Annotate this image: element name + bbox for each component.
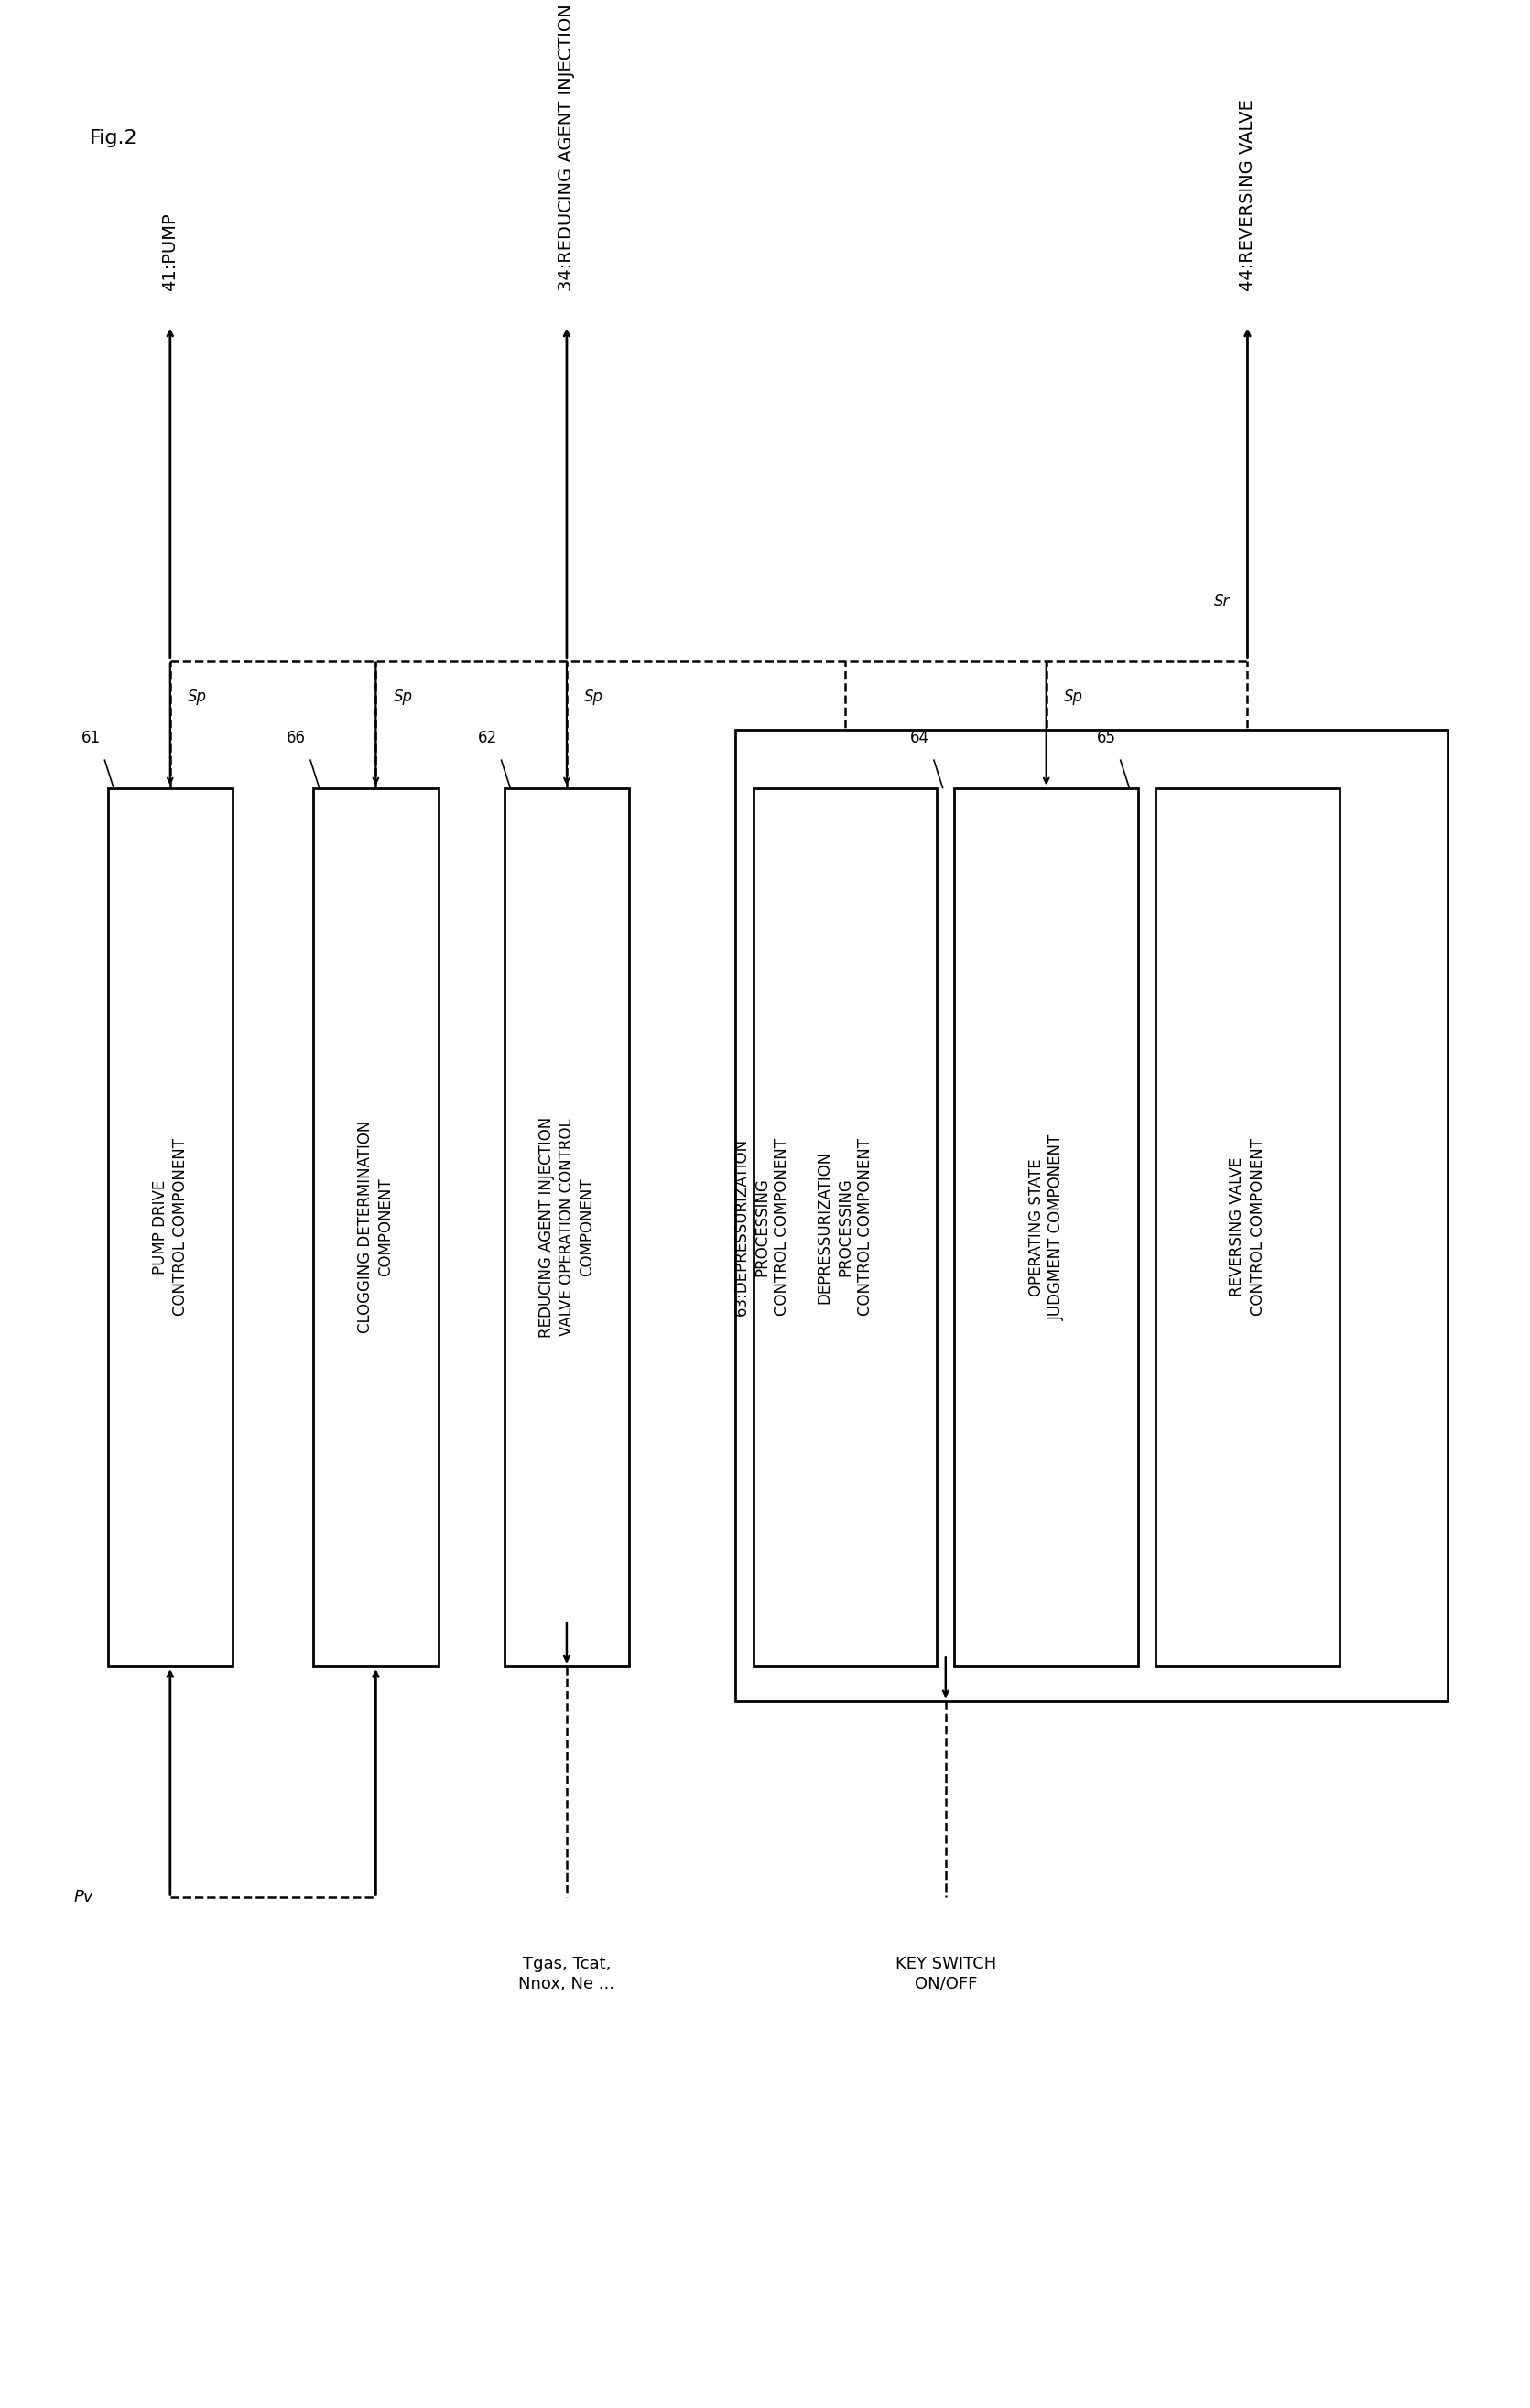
Text: DEPRESSURIZATION
PROCESSING
CONTROL COMPONENT: DEPRESSURIZATION PROCESSING CONTROL COMP… <box>817 1139 874 1315</box>
Text: OPERATING STATE
JUDGMENT COMPONENT: OPERATING STATE JUDGMENT COMPONENT <box>1028 1134 1065 1320</box>
Text: 66: 66 <box>286 730 306 746</box>
Text: 63:DEPRESSURIZATION
PROCESSING
CONTROL COMPONENT: 63:DEPRESSURIZATION PROCESSING CONTROL C… <box>733 1139 791 1317</box>
Bar <box>314 787 438 1666</box>
Text: REDUCING AGENT INJECTION
VALVE OPERATION CONTROL
COMPONENT: REDUCING AGENT INJECTION VALVE OPERATION… <box>539 1117 595 1336</box>
Text: 61: 61 <box>81 730 101 746</box>
Text: Fig.2: Fig.2 <box>89 130 138 147</box>
Text: PUMP DRIVE
CONTROL COMPONENT: PUMP DRIVE CONTROL COMPONENT <box>151 1139 188 1315</box>
Text: 62: 62 <box>477 730 497 746</box>
Text: 65: 65 <box>1097 730 1115 746</box>
Text: 34:REDUCING AGENT INJECTION VALVE: 34:REDUCING AGENT INJECTION VALVE <box>558 0 575 291</box>
Bar <box>753 787 936 1666</box>
Text: 64: 64 <box>910 730 930 746</box>
Text: KEY SWITCH
ON/OFF: KEY SWITCH ON/OFF <box>895 1955 996 1991</box>
Text: CLOGGING DETERMINATION
COMPONENT: CLOGGING DETERMINATION COMPONENT <box>358 1120 395 1334</box>
Bar <box>1155 787 1339 1666</box>
Bar <box>955 787 1138 1666</box>
Text: 44:REVERSING VALVE: 44:REVERSING VALVE <box>1239 99 1256 291</box>
Text: Sp: Sp <box>393 689 413 706</box>
Text: Pv: Pv <box>73 1890 93 1905</box>
Bar <box>736 730 1447 1700</box>
Text: Sp: Sp <box>188 689 207 706</box>
Text: Sr: Sr <box>1213 592 1230 609</box>
Bar <box>107 787 233 1666</box>
Text: Sp: Sp <box>1063 689 1083 706</box>
Text: REVERSING VALVE
CONTROL COMPONENT: REVERSING VALVE CONTROL COMPONENT <box>1229 1139 1265 1315</box>
Text: Sp: Sp <box>584 689 603 706</box>
Bar <box>505 787 629 1666</box>
Text: 41:PUMP: 41:PUMP <box>162 212 179 291</box>
Text: Tgas, Tcat,
Nnox, Ne ...: Tgas, Tcat, Nnox, Ne ... <box>519 1955 615 1991</box>
